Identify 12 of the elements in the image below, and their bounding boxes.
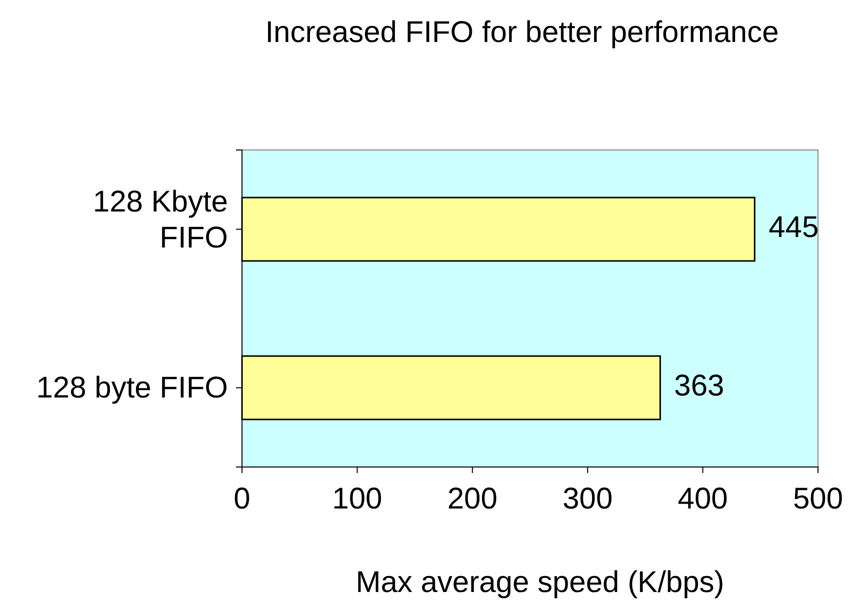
x-tick-label: 200 — [447, 482, 498, 516]
x-tick-label: 0 — [234, 482, 250, 516]
x-tick-label: 300 — [562, 482, 613, 516]
chart-title: Increased FIFO for better performance — [265, 16, 779, 49]
x-tick-label: 100 — [332, 482, 382, 516]
y-tick-label: 128 Kbyte FIFO — [92, 185, 228, 254]
y-tick-label: 128 byte FIFO — [36, 371, 228, 404]
x-tick-label: 500 — [792, 482, 844, 516]
data-label: 445 — [768, 211, 819, 244]
x-axis-title: Max average speed (K/bps) — [356, 566, 724, 599]
data-label: 363 — [674, 370, 724, 403]
x-tick-label: 400 — [678, 482, 728, 516]
